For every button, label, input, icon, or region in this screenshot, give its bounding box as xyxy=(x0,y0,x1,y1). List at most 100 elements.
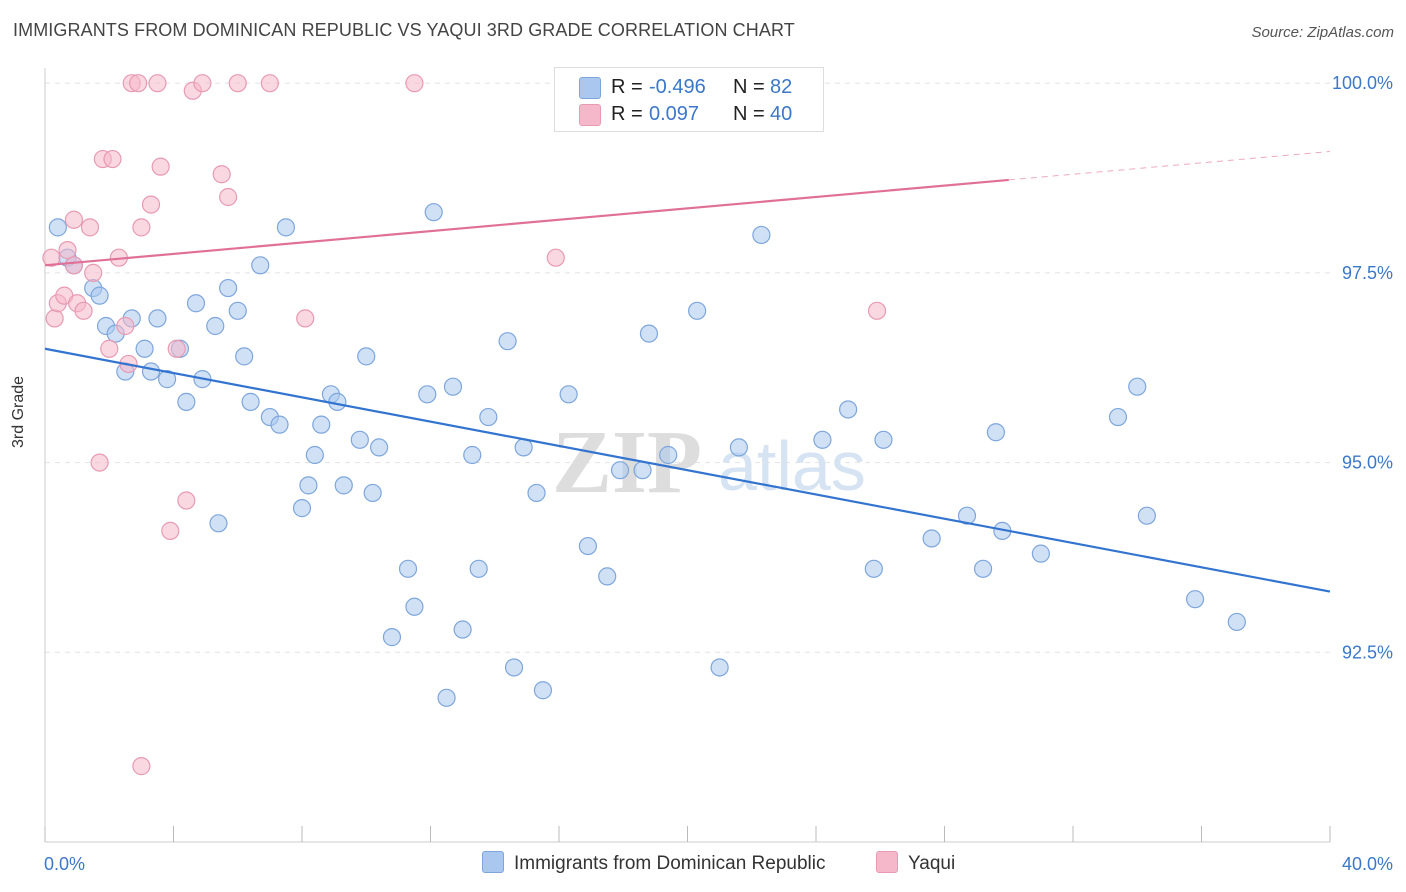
data-point-dominican xyxy=(1108,407,1128,427)
data-point-dominican xyxy=(813,430,832,449)
data-point-dominican xyxy=(710,658,729,677)
x-tick-label-max: 40.0% xyxy=(1342,854,1393,874)
data-point-dominican xyxy=(418,385,437,404)
data-point-dominican xyxy=(228,301,247,320)
data-point-dominican xyxy=(874,430,893,449)
data-point-dominican xyxy=(148,309,167,328)
data-point-dominican xyxy=(350,430,369,449)
data-point-yaqui xyxy=(546,248,565,267)
x-tick-label-min: 0.0% xyxy=(44,854,85,874)
data-point-dominican xyxy=(305,445,324,465)
data-point-yaqui xyxy=(90,453,109,472)
data-point-dominican xyxy=(839,400,858,419)
data-point-yaqui xyxy=(193,74,212,93)
correlation-legend: R = -0.496 N = 82 R = 0.097 N = 40 xyxy=(554,67,824,132)
data-point-dominican xyxy=(659,445,678,465)
data-point-dominican xyxy=(559,385,578,404)
data-point-dominican xyxy=(276,218,296,237)
r-value: 0.097 xyxy=(649,103,700,125)
n-label: N = xyxy=(733,76,765,98)
data-point-dominican xyxy=(370,438,389,457)
data-point-dominican xyxy=(292,499,312,518)
legend-swatch-yaqui xyxy=(876,851,898,873)
r-value: -0.496 xyxy=(649,76,706,98)
n-label: N = xyxy=(733,103,765,125)
data-point-dominican xyxy=(1137,506,1156,525)
data-point-yaqui xyxy=(161,521,180,540)
data-point-yaqui xyxy=(45,309,64,328)
data-point-dominican xyxy=(973,559,993,578)
data-point-dominican xyxy=(299,476,318,495)
chart-title: IMMIGRANTS FROM DOMINICAN REPUBLIC VS YA… xyxy=(13,20,795,40)
data-point-dominican xyxy=(443,377,463,396)
data-point-yaqui xyxy=(151,157,170,176)
data-points xyxy=(42,74,1246,776)
data-point-dominican xyxy=(186,294,206,313)
y-tick-label: 97.5% xyxy=(1342,263,1393,283)
data-point-dominican xyxy=(514,438,533,457)
data-point-dominican xyxy=(405,597,424,616)
data-point-yaqui xyxy=(80,218,100,237)
data-point-dominican xyxy=(633,461,652,480)
data-point-yaqui xyxy=(100,339,119,358)
legend-swatch-dominican xyxy=(579,77,601,99)
legend-swatch-dominican xyxy=(482,851,504,873)
data-point-dominican xyxy=(135,339,154,358)
data-point-dominican xyxy=(206,316,225,336)
grid-lines xyxy=(45,82,1330,653)
data-point-dominican xyxy=(639,324,659,343)
data-point-dominican xyxy=(382,628,402,647)
data-point-yaqui xyxy=(405,74,424,93)
data-point-dominican xyxy=(688,301,707,320)
trend-line-yaqui xyxy=(44,178,1009,267)
data-point-dominican xyxy=(922,529,941,548)
watermark-zip: ZIP xyxy=(552,413,702,512)
data-point-yaqui xyxy=(58,241,77,260)
r-label: R = xyxy=(611,103,643,125)
data-point-yaqui xyxy=(132,757,151,776)
data-point-dominican xyxy=(209,514,228,533)
data-point-dominican xyxy=(141,362,161,381)
data-point-dominican xyxy=(527,483,546,503)
data-point-dominican xyxy=(957,506,977,525)
data-point-dominican xyxy=(752,225,771,245)
data-point-yaqui xyxy=(64,256,84,275)
trend-lines xyxy=(44,150,1331,593)
legend-label-dominican: Immigrants from Dominican Republic xyxy=(514,853,826,874)
data-point-yaqui xyxy=(64,210,84,229)
data-point-yaqui xyxy=(296,309,315,328)
data-point-dominican xyxy=(986,423,1006,442)
legend-item-dominican[interactable]: Immigrants from Dominican Republic xyxy=(482,851,826,875)
data-point-dominican xyxy=(504,658,524,677)
trend-line-yaqui-extension xyxy=(1008,150,1331,181)
n-value: 82 xyxy=(770,76,793,98)
data-point-dominican xyxy=(270,415,289,434)
legend-swatch-yaqui xyxy=(579,104,601,126)
n-value: 40 xyxy=(770,103,793,125)
data-point-dominican xyxy=(177,392,196,411)
tick-labels: 92.5% 95.0% 97.5% 100.0% 0.0% 40.0% xyxy=(44,73,1393,874)
data-point-yaqui xyxy=(116,316,135,336)
data-point-dominican xyxy=(469,559,488,578)
data-point-dominican xyxy=(1031,544,1050,563)
legend-item-yaqui[interactable]: Yaqui xyxy=(876,851,955,875)
data-point-yaqui xyxy=(141,195,161,214)
data-point-yaqui xyxy=(84,263,103,282)
data-point-dominican xyxy=(453,620,472,639)
data-point-yaqui xyxy=(74,301,93,320)
data-point-dominican xyxy=(479,407,498,427)
data-point-dominican xyxy=(498,332,517,351)
y-tick-label: 95.0% xyxy=(1342,453,1393,473)
data-point-dominican xyxy=(1227,612,1246,632)
chart-source: Source: ZipAtlas.com xyxy=(1251,24,1394,41)
data-point-dominican xyxy=(363,483,382,503)
data-point-yaqui xyxy=(219,187,238,207)
data-point-yaqui xyxy=(132,218,151,237)
data-point-dominican xyxy=(312,415,331,434)
data-point-dominican xyxy=(864,559,883,578)
data-point-dominican xyxy=(610,461,630,480)
data-point-yaqui xyxy=(148,74,167,93)
r-label: R = xyxy=(611,76,643,98)
data-point-yaqui xyxy=(212,165,231,184)
